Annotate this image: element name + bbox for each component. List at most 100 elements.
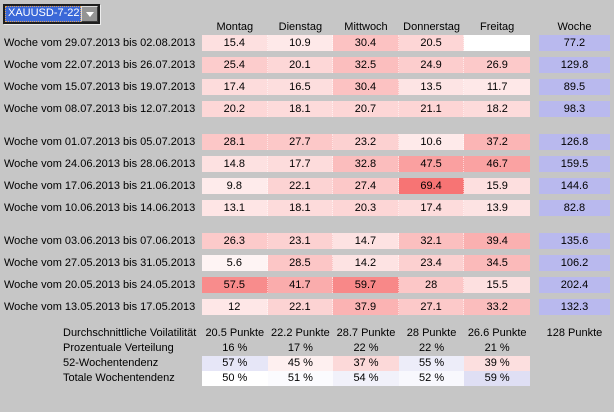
table-row: Woche vom 20.05.2013 bis 24.05.2013 57.5 4… (0, 277, 614, 293)
summary-row: Durchschnittliche Voilatilität 20.5 Punkt… (0, 326, 614, 341)
week-total-cell: 89.5 (538, 79, 610, 95)
week-row-label: Woche vom 15.07.2013 bis 19.07.2013 (4, 81, 196, 93)
week-row-label: Woche vom 24.06.2013 bis 28.06.2013 (4, 158, 196, 170)
week-total-cell: 77.2 (538, 35, 610, 51)
week-total-cell: 129.8 (538, 57, 610, 73)
table-header-row: Montag Dienstag Mittwoch Donnerstag Freitag W… (0, 21, 614, 34)
day-cell: 27.1 (398, 299, 465, 315)
week-row-label: Woche vom 17.06.2013 bis 21.06.2013 (4, 180, 196, 192)
table-row: Woche vom 10.06.2013 bis 14.06.2013 13.1 1… (0, 200, 614, 216)
row-group: Woche vom 01.07.2013 bis 05.07.2013 28.1 2… (0, 134, 614, 216)
week-row-label: Woche vom 08.07.2013 bis 12.07.2013 (4, 103, 196, 115)
summary-cell: 22.2 Punkte (271, 327, 330, 339)
header-spacer (0, 21, 202, 34)
day-cell: 15.4 (202, 35, 268, 51)
table-row: Woche vom 13.05.2013 bis 17.05.2013 12 22.… (0, 299, 614, 315)
table-row: Woche vom 08.07.2013 bis 12.07.2013 20.2 1… (0, 101, 614, 117)
summary-cell: 22 % (353, 342, 379, 354)
day-cell: 11.7 (464, 79, 530, 95)
summary-row-label: Prozentuale Verteilung (63, 342, 174, 354)
symbol-combobox[interactable]: XAUUSD-7-22 (3, 4, 100, 24)
day-cell: 20.7 (333, 101, 399, 117)
day-cell: 30.4 (333, 79, 399, 95)
week-total-cell: 144.6 (538, 178, 610, 194)
table-row: Woche vom 17.06.2013 bis 21.06.2013 9.8 22… (0, 178, 614, 194)
day-cell: 25.4 (202, 57, 268, 73)
week-total-cell: 202.4 (538, 277, 610, 293)
day-cell: 23.2 (333, 134, 399, 150)
day-cell: 37.2 (464, 134, 530, 150)
day-cell: 23.4 (398, 255, 465, 271)
day-cell: 28.5 (267, 255, 334, 271)
day-cell: 18.1 (267, 101, 334, 117)
day-cell: 20.1 (267, 57, 334, 73)
summary-week-cell (539, 371, 610, 386)
table-row: Woche vom 15.07.2013 bis 19.07.2013 17.4 1… (0, 79, 614, 95)
column-header: Mittwoch (344, 21, 388, 33)
day-cell: 15.5 (464, 277, 530, 293)
day-cell: 57.5 (202, 277, 268, 293)
combobox-dropdown-button[interactable] (81, 6, 98, 22)
week-total-cell: 159.5 (538, 156, 610, 172)
summary-section: Durchschnittliche Voilatilität 20.5 Punkt… (0, 326, 614, 386)
day-cell: 26.9 (464, 57, 530, 73)
row-group: Woche vom 03.06.2013 bis 07.06.2013 26.3 2… (0, 233, 614, 315)
day-cell: 20.3 (333, 200, 399, 216)
summary-cell: 50 % (202, 371, 268, 386)
day-cell: 20.2 (202, 101, 268, 117)
day-cell: 12 (202, 299, 268, 315)
week-total-cell: 82.8 (538, 200, 610, 216)
summary-cell: 39 % (464, 356, 530, 371)
day-cell: 17.7 (267, 156, 334, 172)
day-cell: 13.1 (202, 200, 268, 216)
week-row-label: Woche vom 01.07.2013 bis 05.07.2013 (4, 136, 196, 148)
summary-cell: 55 % (398, 356, 465, 371)
day-cell (464, 35, 530, 51)
week-row-label: Woche vom 22.07.2013 bis 26.07.2013 (4, 59, 196, 71)
week-row-label: Woche vom 20.05.2013 bis 24.05.2013 (4, 279, 196, 291)
table-row: Woche vom 22.07.2013 bis 26.07.2013 25.4 2… (0, 57, 614, 73)
week-total-cell: 106.2 (538, 255, 610, 271)
day-cell: 33.2 (464, 299, 530, 315)
summary-row: 52-Wochentendenz 57 % 45 % 37 % 55 % 39 % (0, 356, 614, 371)
day-cell: 21.1 (398, 101, 465, 117)
day-cell: 22.1 (267, 299, 334, 315)
week-total-cell: 132.3 (538, 299, 610, 315)
day-cell: 37.9 (333, 299, 399, 315)
day-cell: 14.2 (333, 255, 399, 271)
day-cell: 32.1 (398, 233, 465, 249)
week-row-label: Woche vom 29.07.2013 bis 02.08.2013 (4, 37, 196, 49)
day-cell: 23.1 (267, 233, 334, 249)
day-cell: 13.9 (464, 200, 530, 216)
column-header: Montag (216, 21, 254, 33)
summary-cell: 45 % (267, 356, 334, 371)
day-cell: 32.8 (333, 156, 399, 172)
summary-row-label: Durchschnittliche Voilatilität (63, 327, 197, 339)
summary-week-cell (539, 341, 610, 356)
summary-week-cell (539, 356, 610, 371)
week-row-label: Woche vom 13.05.2013 bis 17.05.2013 (4, 301, 196, 313)
column-header: Freitag (480, 21, 515, 33)
day-cell: 24.9 (398, 57, 465, 73)
summary-cell: 20.5 Punkte (205, 327, 265, 339)
day-cell: 59.7 (333, 277, 399, 293)
summary-row-label: Totale Wochentendenz (63, 372, 175, 384)
symbol-combobox-value[interactable]: XAUUSD-7-22 (5, 6, 81, 22)
day-cell: 39.4 (464, 233, 530, 249)
day-cell: 17.4 (398, 200, 465, 216)
day-cell: 20.5 (398, 35, 465, 51)
column-header: Dienstag (278, 21, 323, 33)
week-row-label: Woche vom 03.06.2013 bis 07.06.2013 (4, 235, 196, 247)
summary-cell: 16 % (222, 342, 248, 354)
table-body: Woche vom 29.07.2013 bis 02.08.2013 15.4 1… (0, 35, 614, 315)
summary-cell: 28.7 Punkte (336, 327, 396, 339)
summary-week-cell: 128 Punkte (546, 327, 603, 339)
summary-cell: 54 % (333, 371, 399, 386)
week-total-cell: 98.3 (538, 101, 610, 117)
day-cell: 34.5 (464, 255, 530, 271)
summary-row-label: 52-Wochentendenz (63, 357, 159, 369)
table-row: Woche vom 27.05.2013 bis 31.05.2013 5.6 28… (0, 255, 614, 271)
week-total-cell: 126.8 (538, 134, 610, 150)
day-cell: 15.9 (464, 178, 530, 194)
